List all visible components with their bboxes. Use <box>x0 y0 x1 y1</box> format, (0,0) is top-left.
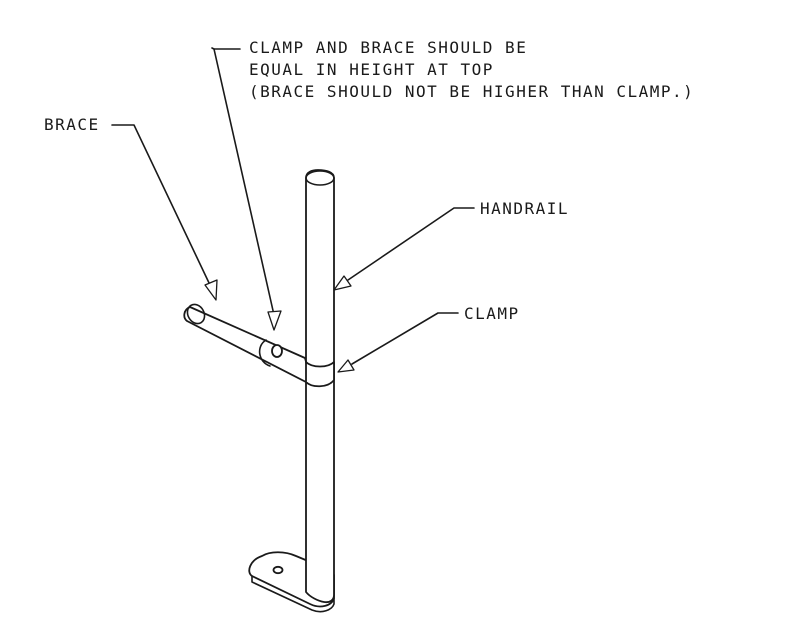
note-line-3: (BRACE SHOULD NOT BE HIGHER THAN CLAMP.) <box>249 82 694 101</box>
clamp-leader <box>337 312 459 373</box>
brace-pipe <box>183 303 309 383</box>
brace-label: BRACE <box>44 115 100 134</box>
handrail-label: HANDRAIL <box>480 199 569 218</box>
note-line-1: CLAMP AND BRACE SHOULD BE <box>249 38 527 57</box>
clamp-band <box>305 361 335 388</box>
clamp-label: CLAMP <box>464 304 520 323</box>
note-leader <box>211 47 282 331</box>
brace-bolt <box>271 344 283 358</box>
brace-leader <box>111 124 218 301</box>
note-line-2: EQUAL IN HEIGHT AT TOP <box>249 60 494 79</box>
base-bolt-hole <box>272 565 284 575</box>
handrail-leader <box>333 207 475 291</box>
